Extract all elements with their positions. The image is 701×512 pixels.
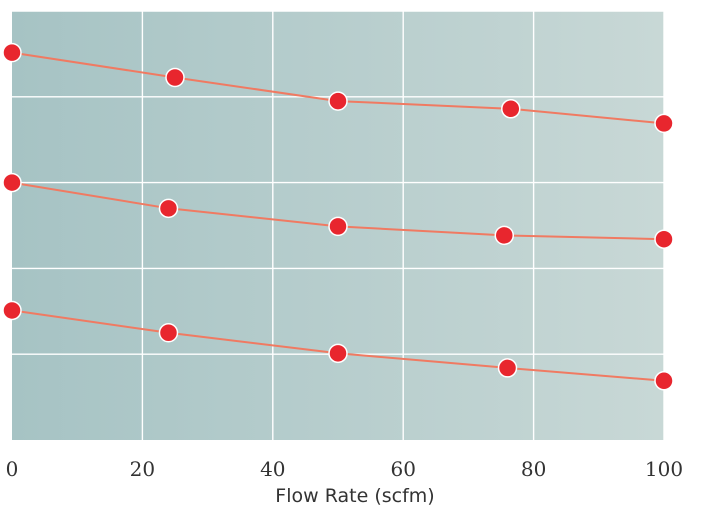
series-2-point — [328, 216, 348, 237]
x-tick-label: 100 — [645, 457, 683, 481]
x-tick-labels: 0 20 40 60 80 100 — [6, 457, 683, 481]
series-1-point — [328, 91, 348, 111]
series-3-point — [497, 358, 518, 378]
x-axis-title: Flow Rate (scfm) — [275, 485, 434, 507]
series-1-point — [654, 113, 674, 134]
series-3-point — [654, 371, 674, 391]
series-3-point — [158, 323, 179, 343]
series-points — [2, 42, 674, 391]
series-3-point — [2, 300, 22, 321]
x-tick-label: 60 — [390, 457, 415, 481]
series-3-point — [328, 343, 348, 364]
x-tick-label: 20 — [130, 457, 155, 481]
series-2-point — [654, 229, 674, 249]
series-1-point — [165, 67, 185, 88]
series-2-point — [2, 172, 22, 193]
series-1-point — [2, 42, 22, 63]
x-tick-label: 0 — [6, 457, 19, 481]
x-tick-label: 40 — [260, 457, 285, 481]
x-tick-label: 80 — [521, 457, 546, 481]
series-2-point — [494, 225, 515, 246]
series-2-point — [158, 198, 179, 219]
series-1-point — [501, 99, 521, 119]
